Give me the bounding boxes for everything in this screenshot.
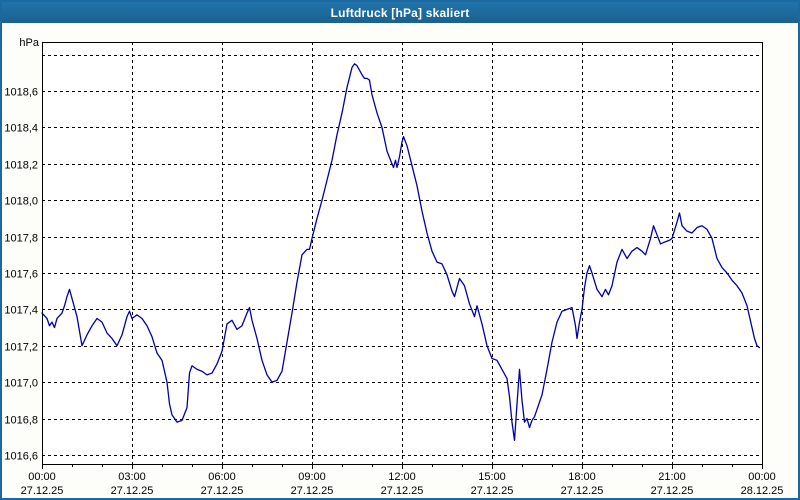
- x-tick-date-label: 27.12.25: [381, 485, 424, 497]
- y-tick-label: 1017,8: [4, 233, 38, 245]
- y-tick-label: 1016,6: [4, 451, 38, 463]
- pressure-line: [41, 63, 761, 442]
- y-tick-label: 1018,0: [4, 196, 38, 208]
- y-tick-label: 1018,6: [4, 87, 38, 99]
- title-bar: Luftdruck [hPa] skaliert: [2, 2, 798, 23]
- x-tick-date-label: 27.12.25: [471, 485, 514, 497]
- x-tick-date-label: 27.12.25: [651, 485, 694, 497]
- y-tick-label: 1018,2: [4, 160, 38, 172]
- y-axis-unit-label: hPa: [19, 37, 39, 49]
- x-tick-date-label: 28.12.25: [741, 485, 784, 497]
- window-title: Luftdruck [hPa] skaliert: [330, 5, 470, 20]
- x-tick-time-label: 09:00: [298, 471, 326, 483]
- x-tick-time-label: 12:00: [388, 471, 416, 483]
- x-tick-time-label: 00:00: [28, 471, 56, 483]
- pressure-chart-svg: 1018,6 1018,4 1018,2 1018,0 1017,8 1017,6 1017…: [4, 37, 784, 497]
- x-tick-time-label: 00:00: [748, 471, 776, 483]
- x-tick-time-label: 21:00: [658, 471, 686, 483]
- plot-border: [42, 42, 763, 465]
- pressure-chart: 1018,6 1018,4 1018,2 1018,0 1017,8 1017,6 1017…: [2, 23, 798, 498]
- x-tick-date-label: 27.12.25: [111, 485, 154, 497]
- y-tick-label: 1016,8: [4, 415, 38, 427]
- x-tick-date-label: 27.12.25: [21, 485, 64, 497]
- x-tick-time-label: 15:00: [478, 471, 506, 483]
- y-tick-label: 1017,6: [4, 269, 38, 281]
- y-tick-label: 1018,4: [4, 123, 38, 135]
- x-tick-time-label: 18:00: [568, 471, 596, 483]
- x-tick-date-label: 27.12.25: [201, 485, 244, 497]
- x-tick-date-label: 27.12.25: [561, 485, 604, 497]
- y-tick-label: 1017,4: [4, 305, 38, 317]
- x-tick-time-label: 06:00: [208, 471, 236, 483]
- x-tick-date-label: 27.12.25: [291, 485, 334, 497]
- y-tick-label: 1017,0: [4, 378, 38, 390]
- y-tick-label: 1017,2: [4, 342, 38, 354]
- x-tick-time-label: 03:00: [118, 471, 146, 483]
